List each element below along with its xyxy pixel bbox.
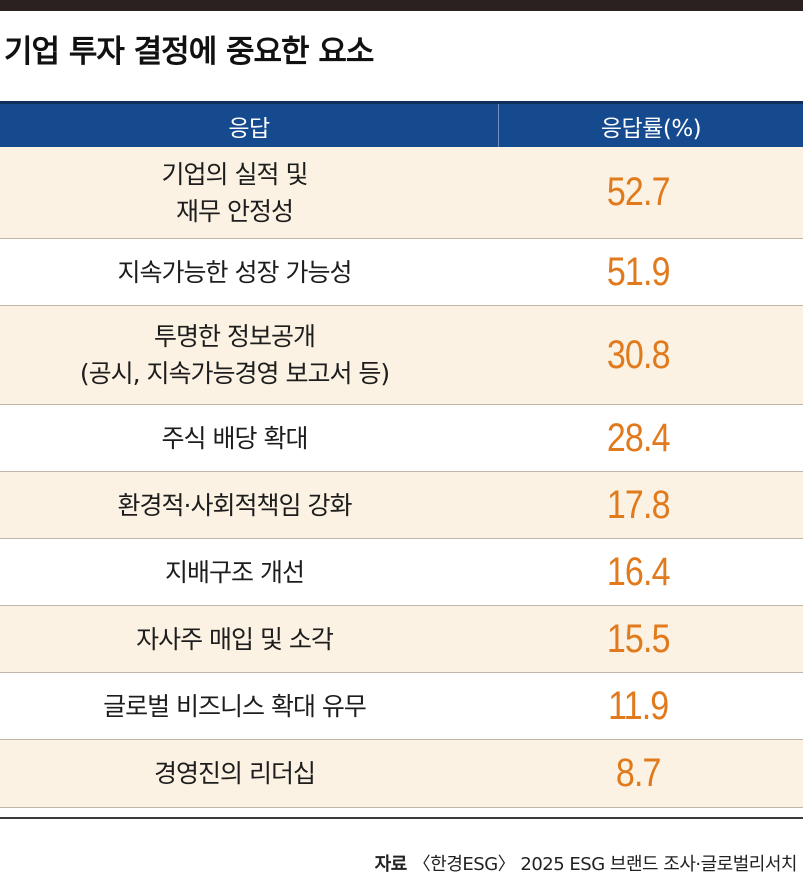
response-label: 투명한 정보공개 (공시, 지속가능경영 보고서 등) [79, 322, 390, 388]
table-row: 투명한 정보공개 (공시, 지속가능경영 보고서 등) 30.8 [0, 306, 803, 405]
response-label: 기업의 실적 및 재무 안정성 [161, 159, 309, 226]
response-cell: 지속가능한 성장 가능성 [0, 239, 499, 305]
table-row: 경영진의 리더십 8.7 [0, 740, 803, 808]
table-row: 지속가능한 성장 가능성 51.9 [0, 239, 803, 306]
top-bar [0, 0, 803, 11]
rate-value: 28.4 [606, 415, 671, 460]
data-table: 응답 응답률(%) 기업의 실적 및 재무 안정성 52.7 지속가능한 성장 가능… [0, 101, 803, 808]
header-rate: 응답률(%) [600, 115, 702, 142]
rate-value: 8.7 [615, 751, 662, 795]
response-label: 주식 배당 확대 [161, 423, 309, 453]
source-text: 〈한경ESG〉 2025 ESG 브랜드 조사·글로벌리서치 [412, 854, 798, 875]
table-row: 글로벌 비즈니스 확대 유무 11.9 [0, 673, 803, 740]
rate-value: 30.8 [606, 332, 671, 377]
rate-value: 11.9 [608, 683, 669, 728]
response-cell: 환경적·사회적책임 강화 [0, 472, 499, 538]
response-cell: 경영진의 리더십 [0, 740, 499, 807]
header-response: 응답 [0, 104, 499, 147]
source-note: 자료 〈한경ESG〉 2025 ESG 브랜드 조사·글로벌리서치 [374, 850, 798, 876]
response-cell: 지배구조 개선 [0, 539, 499, 605]
table-row: 지배구조 개선 16.4 [0, 539, 803, 606]
table-row: 주식 배당 확대 28.4 [0, 405, 803, 472]
table-header: 응답 응답률(%) [0, 101, 803, 147]
response-label: 지배구조 개선 [165, 557, 305, 587]
rate-value: 17.8 [606, 482, 671, 527]
response-label: 자사주 매입 및 소각 [136, 624, 334, 654]
table-bottom-rule [0, 817, 803, 819]
response-label: 환경적·사회적책임 강화 [117, 490, 353, 520]
rate-value: 52.7 [606, 170, 671, 214]
table-body: 기업의 실적 및 재무 안정성 52.7 지속가능한 성장 가능성 51.9 투명한 정… [0, 147, 803, 808]
table-row: 자사주 매입 및 소각 15.5 [0, 606, 803, 673]
rate-value: 15.5 [606, 616, 671, 661]
response-cell: 투명한 정보공개 (공시, 지속가능경영 보고서 등) [0, 306, 499, 404]
table-row: 기업의 실적 및 재무 안정성 52.7 [0, 147, 803, 239]
response-cell: 자사주 매입 및 소각 [0, 606, 499, 672]
response-label: 경영진의 리더십 [154, 759, 316, 788]
table-row: 환경적·사회적책임 강화 17.8 [0, 472, 803, 539]
response-label: 지속가능한 성장 가능성 [117, 257, 353, 287]
response-cell: 주식 배당 확대 [0, 405, 499, 471]
chart-title: 기업 투자 결정에 중요한 요소 [4, 34, 374, 70]
rate-value: 16.4 [606, 549, 671, 594]
response-cell: 기업의 실적 및 재무 안정성 [0, 147, 499, 238]
response-cell: 글로벌 비즈니스 확대 유무 [0, 673, 499, 739]
source-label: 자료 [374, 854, 408, 875]
rate-value: 51.9 [606, 249, 671, 294]
response-label: 글로벌 비즈니스 확대 유무 [103, 691, 367, 721]
